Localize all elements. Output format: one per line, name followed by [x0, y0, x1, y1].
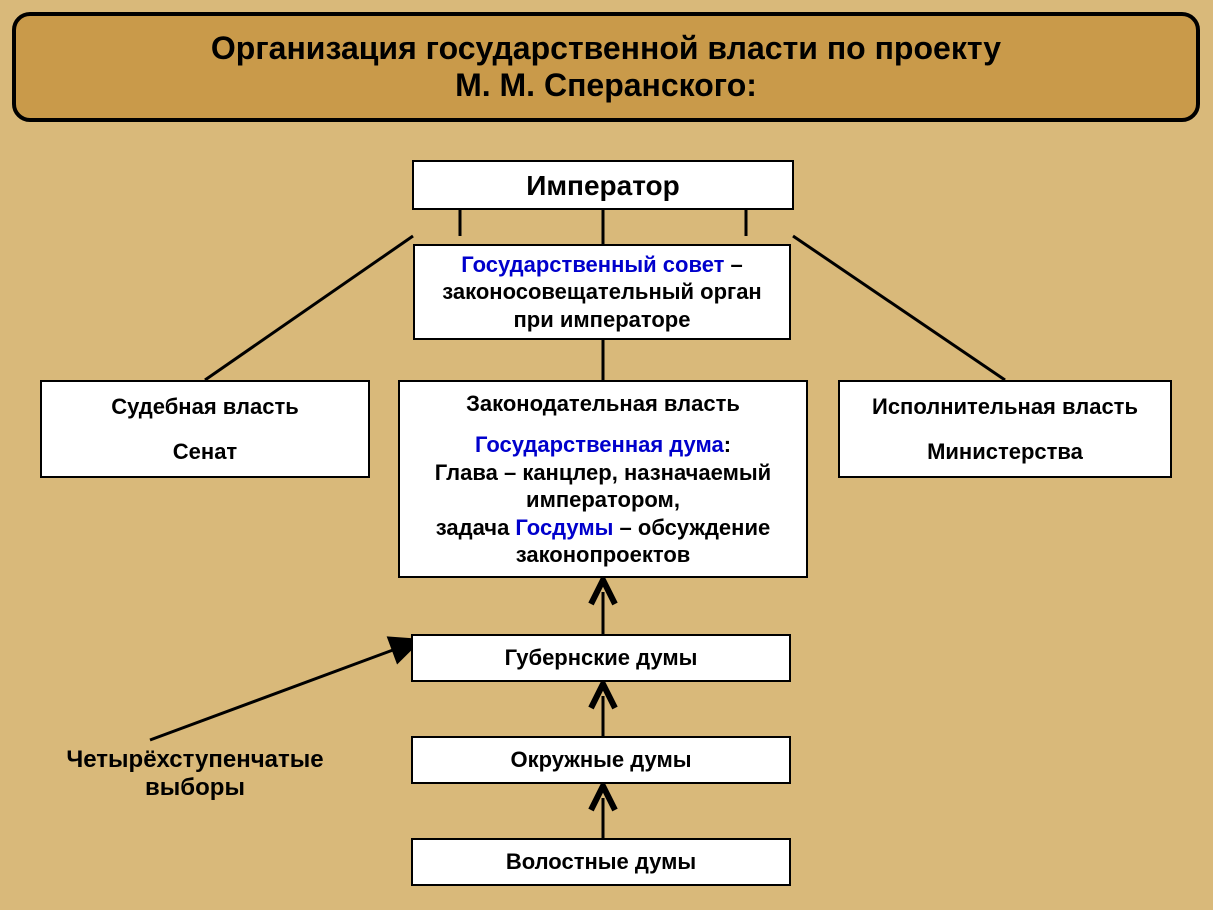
node-volost-duma: Волостные думы [411, 838, 791, 886]
executive-line2: Министерства [927, 438, 1083, 466]
title-line2: М. М. Сперанского: [455, 67, 757, 104]
node-emperor-label: Император [526, 168, 680, 203]
legislative-line2: Государственная дума: [475, 431, 731, 459]
node-executive: Исполнительная власть Министерства [838, 380, 1172, 478]
legislative-line4: императором, [526, 486, 680, 514]
node-gubernia-duma: Губернские думы [411, 634, 791, 682]
judicial-line2: Сенат [173, 438, 237, 466]
node-district-duma: Окружные думы [411, 736, 791, 784]
executive-line1: Исполнительная власть [872, 393, 1138, 421]
gubernia-label: Губернские думы [505, 644, 698, 672]
volost-label: Волостные думы [506, 848, 696, 876]
legislative-line5: задача Госдумы – обсуждение [436, 514, 770, 542]
title-line1: Организация государственной власти по пр… [211, 30, 1001, 67]
legislative-line3: Глава – канцлер, назначаемый [435, 459, 771, 487]
council-line1: Государственный совет – [461, 251, 743, 279]
diagram-canvas: Организация государственной власти по пр… [0, 0, 1213, 910]
node-state-council: Государственный совет – законосовещатель… [413, 244, 791, 340]
legislative-line6: законопроектов [516, 541, 691, 569]
node-legislative: Законодательная власть Государственная д… [398, 380, 808, 578]
district-label: Окружные думы [510, 746, 691, 774]
annotation-line1: Четырёхступенчатые [40, 746, 350, 774]
node-judicial: Судебная власть Сенат [40, 380, 370, 478]
council-line2: законосовещательный орган [442, 278, 761, 306]
elections-annotation: Четырёхступенчатые выборы [40, 746, 350, 802]
node-emperor: Император [412, 160, 794, 210]
legislative-line1: Законодательная власть [466, 390, 740, 418]
judicial-line1: Судебная власть [111, 393, 299, 421]
diagram-title: Организация государственной власти по пр… [12, 12, 1200, 122]
council-line3: при императоре [514, 306, 691, 334]
annotation-line2: выборы [40, 774, 350, 802]
